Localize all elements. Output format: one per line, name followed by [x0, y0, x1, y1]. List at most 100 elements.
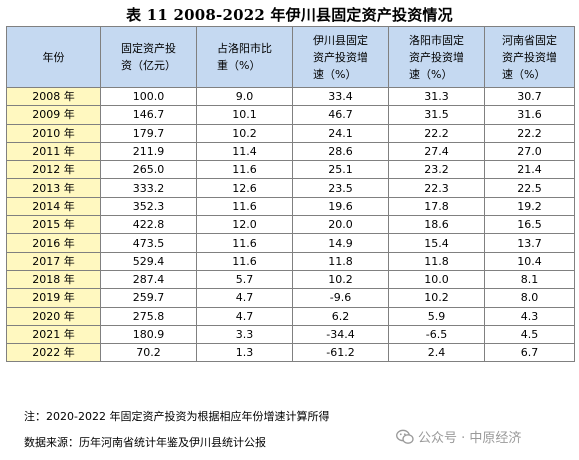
column-header-line: 洛阳市固定 [409, 33, 464, 47]
data-source: 数据来源：历年河南省统计年鉴及伊川县统计公报 [24, 436, 266, 449]
value-cell: 8.0 [484, 288, 575, 308]
column-header-line: 速（%） [313, 67, 357, 81]
table-row: 2021 年 180.9 3.3 -34.4 -6.5 4.5 [6, 324, 575, 345]
value-cell: 20.0 [292, 215, 389, 235]
value-cell: 46.7 [292, 105, 389, 125]
value-cell: 265.0 [100, 160, 197, 180]
value-cell: 23.5 [292, 178, 389, 198]
table-row: 2015 年 422.8 12.0 20.0 18.6 16.5 [6, 215, 575, 235]
value-cell: 352.3 [100, 196, 197, 217]
year-cell: 2009 年 [6, 105, 101, 125]
table-note: 注：2020-2022 年固定资产投资为根据相应年份增速计算所得 [24, 410, 330, 423]
value-cell: 31.3 [388, 86, 485, 107]
year-cell: 2010 年 [6, 123, 101, 143]
year-cell: 2021 年 [6, 324, 101, 345]
value-cell: 3.3 [196, 324, 293, 345]
watermark-text: 公众号 · 中原经济 [418, 431, 522, 446]
value-cell: 146.7 [100, 105, 197, 125]
value-cell: 11.6 [196, 160, 293, 180]
table-row: 2018 年 287.4 5.7 10.2 10.0 8.1 [6, 269, 575, 290]
table-row: 2017 年 529.4 11.6 11.8 11.8 10.4 [6, 251, 575, 271]
value-cell: 23.2 [388, 160, 485, 180]
column-header-line: 速（%） [409, 67, 453, 81]
value-cell: 473.5 [100, 233, 197, 253]
column-header-line: 资产投资增 [502, 50, 557, 64]
value-cell: 10.2 [196, 123, 293, 143]
value-cell: 333.2 [100, 178, 197, 198]
column-header: 占洛阳市比 重（%） [196, 26, 293, 88]
table-row: 2013 年 333.2 12.6 23.5 22.3 22.5 [6, 178, 575, 198]
value-cell: -61.2 [292, 343, 389, 363]
value-cell: 22.5 [484, 178, 575, 198]
investment-table: 年份 固定资产投 资（亿元） 占洛阳市比 重（%） 伊川县固定 资产投资增 速（%） 洛阳市固定… [6, 26, 575, 363]
value-cell: 5.9 [388, 306, 485, 326]
year-cell: 2014 年 [6, 196, 101, 217]
value-cell: 19.6 [292, 196, 389, 217]
year-cell: 2008 年 [6, 86, 101, 107]
value-cell: 211.9 [100, 141, 197, 162]
value-cell: -6.5 [388, 324, 485, 345]
value-cell: 4.7 [196, 288, 293, 308]
table-row: 2014 年 352.3 11.6 19.6 17.8 19.2 [6, 196, 575, 217]
value-cell: 27.0 [484, 141, 575, 162]
value-cell: 10.2 [388, 288, 485, 308]
column-header-line: 年份 [42, 50, 65, 64]
value-cell: 529.4 [100, 251, 197, 271]
year-cell: 2018 年 [6, 269, 101, 290]
value-cell: 22.2 [388, 123, 485, 143]
value-cell: 10.4 [484, 251, 575, 271]
table-row: 2011 年 211.9 11.4 28.6 27.4 27.0 [6, 141, 575, 162]
year-cell: 2011 年 [6, 141, 101, 162]
value-cell: 25.1 [292, 160, 389, 180]
value-cell: 31.5 [388, 105, 485, 125]
value-cell: 6.7 [484, 343, 575, 363]
value-cell: 11.6 [196, 251, 293, 271]
year-cell: 2012 年 [6, 160, 101, 180]
value-cell: 70.2 [100, 343, 197, 363]
watermark: 公众号 · 中原经济 [396, 427, 521, 446]
value-cell: 27.4 [388, 141, 485, 162]
value-cell: 1.3 [196, 343, 293, 363]
column-header-line: 资产投资增 [409, 50, 464, 64]
value-cell: 11.6 [196, 233, 293, 253]
value-cell: 259.7 [100, 288, 197, 308]
value-cell: 9.0 [196, 86, 293, 107]
table-row: 2022 年 70.2 1.3 -61.2 2.4 6.7 [6, 343, 575, 363]
column-header: 伊川县固定资产投资增速（%） [292, 26, 389, 88]
year-cell: 2019 年 [6, 288, 101, 308]
year-cell: 2015 年 [6, 215, 101, 235]
column-header-line: 资产投资增 [313, 50, 368, 64]
value-cell: 275.8 [100, 306, 197, 326]
value-cell: 287.4 [100, 269, 197, 290]
value-cell: 24.1 [292, 123, 389, 143]
column-header-line: 重（%） [217, 59, 261, 72]
column-header: 年份 [6, 26, 101, 88]
value-cell: 16.5 [484, 215, 575, 235]
value-cell: 10.1 [196, 105, 293, 125]
value-cell: 31.6 [484, 105, 575, 125]
value-cell: 11.6 [196, 196, 293, 217]
year-cell: 2020 年 [6, 306, 101, 326]
table-header-row: 年份 固定资产投 资（亿元） 占洛阳市比 重（%） 伊川县固定 资产投资增 速（%） 洛阳市固定… [6, 26, 575, 88]
value-cell: -9.6 [292, 288, 389, 308]
column-header: 洛阳市固定资产投资增速（%） [388, 26, 485, 88]
value-cell: 179.7 [100, 123, 197, 143]
value-cell: 12.0 [196, 215, 293, 235]
column-header-line: 伊川县固定 [313, 33, 368, 47]
table-row: 2010 年 179.7 10.2 24.1 22.2 22.2 [6, 123, 575, 143]
value-cell: 22.2 [484, 123, 575, 143]
value-cell: 21.4 [484, 160, 575, 180]
year-cell: 2017 年 [6, 251, 101, 271]
value-cell: 28.6 [292, 141, 389, 162]
value-cell: 422.8 [100, 215, 197, 235]
column-header-line: 固定资产投 [121, 42, 176, 55]
value-cell: 13.7 [484, 233, 575, 253]
value-cell: 33.4 [292, 86, 389, 107]
table-row: 2020 年 275.8 4.7 6.2 5.9 4.3 [6, 306, 575, 326]
value-cell: 11.8 [292, 251, 389, 271]
value-cell: 11.4 [196, 141, 293, 162]
table-row: 2009 年 146.7 10.1 46.7 31.5 31.6 [6, 105, 575, 125]
wechat-icon [396, 429, 414, 444]
column-header-line: 速（%） [502, 67, 546, 81]
